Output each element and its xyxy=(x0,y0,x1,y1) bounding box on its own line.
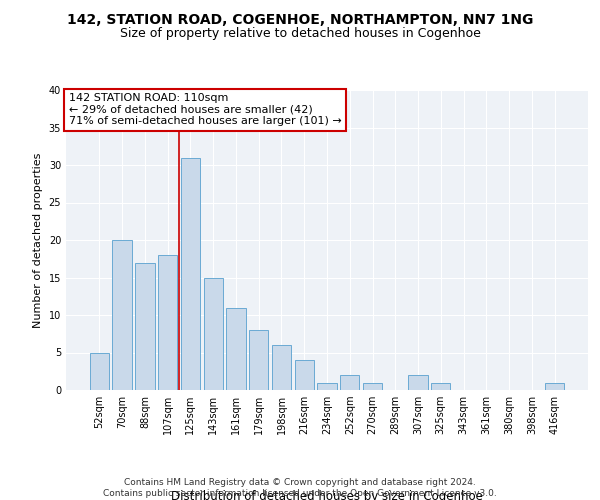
Bar xyxy=(272,345,291,390)
Bar xyxy=(90,352,109,390)
Text: 142, STATION ROAD, COGENHOE, NORTHAMPTON, NN7 1NG: 142, STATION ROAD, COGENHOE, NORTHAMPTON… xyxy=(67,12,533,26)
Bar xyxy=(545,382,564,390)
Text: Size of property relative to detached houses in Cogenhoe: Size of property relative to detached ho… xyxy=(119,28,481,40)
X-axis label: Distribution of detached houses by size in Cogenhoe: Distribution of detached houses by size … xyxy=(171,490,483,500)
Text: 142 STATION ROAD: 110sqm
← 29% of detached houses are smaller (42)
71% of semi-d: 142 STATION ROAD: 110sqm ← 29% of detach… xyxy=(68,93,341,126)
Bar xyxy=(158,255,178,390)
Bar xyxy=(249,330,268,390)
Y-axis label: Number of detached properties: Number of detached properties xyxy=(33,152,43,328)
Bar xyxy=(363,382,382,390)
Bar xyxy=(181,158,200,390)
Bar xyxy=(203,278,223,390)
Bar xyxy=(340,375,359,390)
Bar xyxy=(431,382,451,390)
Bar xyxy=(226,308,245,390)
Bar xyxy=(112,240,132,390)
Bar xyxy=(409,375,428,390)
Bar xyxy=(295,360,314,390)
Text: Contains HM Land Registry data © Crown copyright and database right 2024.
Contai: Contains HM Land Registry data © Crown c… xyxy=(103,478,497,498)
Bar xyxy=(135,262,155,390)
Bar xyxy=(317,382,337,390)
